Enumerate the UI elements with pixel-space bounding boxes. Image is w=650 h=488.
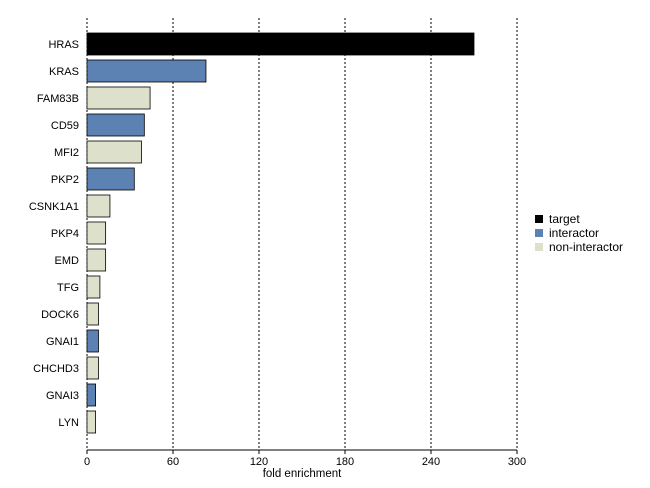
- category-label-pkp4: PKP4: [51, 228, 79, 240]
- bar-fam83b: [86, 86, 151, 110]
- legend-swatch-interactor: [535, 229, 543, 237]
- bars: [86, 32, 475, 434]
- category-label-gnai1: GNAI1: [46, 336, 79, 348]
- category-label-emd: EMD: [55, 255, 80, 267]
- bar-lyn: [86, 410, 96, 434]
- category-label-kras: KRAS: [49, 66, 79, 78]
- legend-swatch-target: [535, 215, 543, 223]
- category-label-hras: HRAS: [48, 39, 79, 51]
- bar-gnai3: [86, 383, 96, 407]
- category-label-fam83b: FAM83B: [37, 93, 79, 105]
- bar-kras: [86, 59, 207, 83]
- x-tick-label-240: 240: [422, 456, 440, 468]
- x-tick-label-180: 180: [336, 456, 354, 468]
- bar-dock6: [86, 302, 99, 326]
- bar-emd: [86, 248, 107, 272]
- bar-hras: [86, 32, 475, 56]
- x-tick-label-60: 60: [167, 456, 179, 468]
- bar-pkp2: [86, 167, 135, 191]
- category-label-chchd3: CHCHD3: [33, 363, 79, 375]
- bar-gnai1: [86, 329, 99, 353]
- category-label-mfi2: MFI2: [54, 147, 79, 159]
- gridlines: [86, 18, 518, 450]
- category-labels: HRAS KRAS FAM83B CD59 MFI2 PKP2 CSNK1A1 PKP4 EMD…: [29, 39, 79, 429]
- category-label-gnai3: GNAI3: [46, 390, 79, 402]
- legend-swatch-non-interactor: [535, 243, 543, 251]
- category-label-lyn: LYN: [58, 417, 79, 429]
- bar-chchd3: [86, 356, 99, 380]
- bar-mfi2: [86, 140, 142, 164]
- bar-cd59: [86, 113, 145, 137]
- category-label-dock6: DOCK6: [41, 309, 79, 321]
- x-tick-label-300: 300: [508, 456, 526, 468]
- category-label-pkp2: PKP2: [51, 174, 79, 186]
- category-label-csnk1a1: CSNK1A1: [29, 201, 79, 213]
- x-tick-label-0: 0: [84, 456, 90, 468]
- category-label-cd59: CD59: [51, 120, 79, 132]
- x-tick-label-120: 120: [250, 456, 268, 468]
- x-axis: 0 60 120 180 240 300: [84, 449, 526, 468]
- legend-label-non-interactor: non-interactor: [549, 240, 623, 254]
- bar-csnk1a1: [86, 194, 111, 218]
- bar-tfg: [86, 275, 101, 299]
- category-label-tfg: TFG: [57, 282, 79, 294]
- bar-pkp4: [86, 221, 107, 245]
- legend-label-interactor: interactor: [549, 226, 599, 240]
- legend-label-target: target: [549, 212, 580, 226]
- x-axis-title: fold enrichment: [263, 468, 342, 480]
